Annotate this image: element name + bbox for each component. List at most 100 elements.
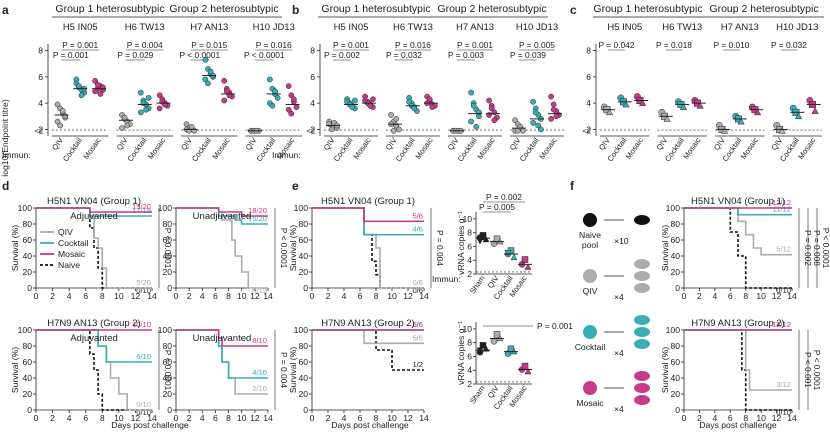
vrna-ylabel: vRNA copies g⁻¹ — [456, 211, 466, 275]
survival-count-label: 10/10 — [132, 320, 151, 329]
category-label: QIV — [597, 135, 612, 152]
vrna-ytick-label: 2 — [467, 379, 472, 389]
survival-count-label: 5/6 — [412, 333, 423, 342]
survival-xtick-label: 12 — [403, 413, 413, 423]
pvalue-label: P = 0.042 — [599, 40, 635, 50]
titer-point — [411, 105, 418, 112]
titer-point — [285, 83, 292, 89]
panel-label-f: f — [570, 179, 575, 193]
survival-count-label: 0/19 — [252, 286, 267, 295]
titer-point — [663, 115, 671, 122]
survival-title: H5N1 VN04 (Group 1) — [691, 196, 785, 207]
vrna-ytick-label: 2 — [467, 269, 472, 279]
survival-title: H5N1 VN04 (Group 1) — [47, 196, 141, 207]
category-label: QIV — [179, 135, 194, 152]
titer-point — [57, 122, 63, 129]
survival-xtick-label: 2 — [697, 413, 702, 423]
virus-label: H5 IN05 — [607, 22, 642, 33]
survival-title: H7N9 AN13 (Group 2) — [47, 318, 140, 329]
titer-point — [367, 102, 374, 109]
survival-xtick-label: 8 — [374, 413, 379, 423]
survival-line-mosaic — [176, 329, 268, 347]
survival-ytick-label: 60 — [670, 235, 680, 245]
schematic-count: ×4 — [614, 404, 624, 414]
survival-xtick-label: 10 — [237, 413, 247, 423]
titer-point — [92, 77, 99, 84]
legend-label: QIV — [58, 227, 73, 237]
survival-xtick-label: 0 — [34, 291, 39, 301]
vrna-ytick-label: 10 — [462, 214, 472, 224]
survival-ytick-label: 60 — [22, 357, 32, 367]
pvalue-label: P = 0.016 — [256, 40, 292, 50]
survival-xtick-label: 4 — [342, 291, 347, 301]
pvalue-label: P < 0.0001 — [244, 50, 285, 60]
vrna-ytick-label: 6 — [467, 351, 472, 361]
category-label: Cocktail — [190, 136, 213, 164]
titer-point — [328, 126, 335, 133]
survival-ytick-label: 40 — [298, 373, 308, 383]
titer-point — [59, 108, 66, 114]
survival-xtick-label: 6 — [83, 291, 88, 301]
survival-xtick-label: 10 — [114, 413, 124, 423]
titer-point — [326, 121, 332, 128]
pvalue-label: P = 0.002 — [486, 192, 522, 202]
titer-point — [468, 118, 474, 125]
titer-point — [162, 101, 168, 108]
survival-line-mosaic — [176, 207, 268, 217]
survival-ytick-label: 20 — [670, 267, 680, 277]
group2-header-b: Group 2 heterosubtypic — [437, 3, 546, 15]
survival-xtick-label: 4 — [200, 291, 205, 301]
titer-point — [538, 126, 544, 133]
survival-xtick-label: 14 — [147, 413, 157, 423]
titer-ytick-label: 2 — [310, 124, 315, 134]
survival-ytick-label: 20 — [298, 267, 308, 277]
pvalue-label: P = 0.001 — [62, 40, 98, 50]
survival-ytick-label: 80 — [670, 219, 680, 229]
titer-ytick-label: 8 — [586, 46, 591, 56]
legend-label: Cocktail — [58, 238, 89, 248]
pvalue-label: P = 0.004 — [435, 230, 445, 266]
survival-xtick-label: 0 — [310, 291, 315, 301]
vrna-ytick-label: 8 — [467, 228, 472, 238]
ferret-icon — [634, 259, 650, 269]
survival-xtick-label: 4 — [200, 413, 205, 423]
survival-count-label: 6/6 — [412, 320, 423, 329]
animal-icon — [583, 213, 597, 227]
survival-count-label: 0/10 — [776, 408, 791, 417]
survival-xtick-label: 12 — [131, 413, 141, 423]
survival-ytick-label: 60 — [22, 235, 32, 245]
pvalue-label: P = 0.001 — [457, 40, 493, 50]
survival-line-naive — [684, 207, 792, 289]
virus-label: H6 TW13 — [662, 22, 702, 33]
schematic-count: ×4 — [614, 348, 624, 358]
titer-point — [491, 117, 498, 124]
animal-icon — [583, 269, 597, 283]
survival-line-naive — [312, 329, 424, 371]
survival-count-label: 3/12 — [776, 380, 791, 389]
panel-label-c: c — [570, 3, 577, 17]
immun-label-e: Immun: — [432, 274, 461, 284]
titer-ytick-label: 6 — [310, 72, 315, 82]
survival-ylabel: Survival (%) — [660, 347, 670, 393]
titer-point — [143, 106, 149, 113]
survival-ytick-label: 100 — [666, 203, 681, 213]
vrna-ytick-label: 6 — [467, 241, 472, 251]
titer-point — [550, 101, 557, 108]
category-label: QIV — [770, 135, 785, 152]
titer-point — [73, 76, 80, 83]
category-label: Cocktail — [518, 136, 541, 164]
survival-ylabel: Survival (%) — [660, 225, 670, 271]
pvalue-label: P = 0.002 — [324, 50, 360, 60]
survival-ytick-label: 80 — [22, 341, 32, 351]
survival-subtitle: Unadjuvanted — [193, 333, 252, 344]
survival-line-naive — [684, 329, 792, 411]
survival-ytick-label: 40 — [22, 373, 32, 383]
pvalue-label: P = 0.029 — [117, 50, 153, 60]
survival-xtick-label: 0 — [174, 413, 179, 423]
survival-count-label: 5/20 — [136, 278, 151, 287]
survival-line-mosaic — [312, 207, 424, 223]
survival-ytick-label: 100 — [18, 325, 33, 335]
survival-ytick-label: 80 — [298, 341, 308, 351]
survival-xtick-label: 14 — [787, 291, 797, 301]
titer-point — [530, 98, 536, 105]
